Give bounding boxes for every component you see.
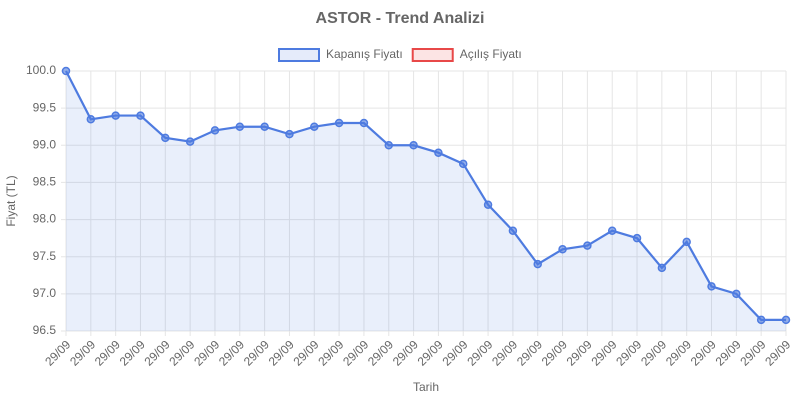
y-tick-label: 97.0 <box>33 286 57 300</box>
point <box>384 141 394 150</box>
point <box>732 289 741 299</box>
point <box>210 126 220 135</box>
y-tick-label: 100.0 <box>26 63 56 77</box>
point <box>558 245 567 254</box>
x-tick-label: 29/09 <box>489 337 520 368</box>
point <box>458 159 468 169</box>
point <box>756 315 766 325</box>
y-tick-label: 97.5 <box>33 249 57 263</box>
point <box>185 137 195 146</box>
point <box>409 141 418 150</box>
x-tick-label: 29/09 <box>588 337 619 368</box>
x-tick-label: 29/09 <box>514 337 545 368</box>
legend-label: Kapanış Fiyatı <box>326 47 403 61</box>
x-tick-label: 29/09 <box>613 337 644 368</box>
x-tick-label: 29/09 <box>539 337 570 368</box>
point <box>533 259 542 269</box>
y-tick-label: 98.5 <box>33 175 57 189</box>
x-tick-label: 29/09 <box>415 337 446 368</box>
chart-title: ASTOR - Trend Analizi <box>316 10 485 27</box>
x-tick-label: 29/09 <box>688 337 719 368</box>
x-tick-label: 29/09 <box>464 337 495 368</box>
x-tick-label: 29/09 <box>216 337 247 368</box>
point <box>136 111 145 120</box>
x-tick-label: 29/09 <box>142 337 173 368</box>
point <box>260 122 269 131</box>
point <box>334 118 344 128</box>
point <box>434 148 443 157</box>
x-tick-label: 29/09 <box>390 337 421 368</box>
x-tick-label: 29/09 <box>737 337 768 368</box>
legend-swatch <box>411 48 454 62</box>
area <box>66 71 786 331</box>
x-tick-label: 29/09 <box>92 337 123 368</box>
x-tick-label: 29/09 <box>241 337 272 368</box>
x-tick-label: 29/09 <box>315 337 346 368</box>
point <box>61 66 71 76</box>
point <box>359 118 369 128</box>
y-axis-label: Fiyat (TL) <box>4 175 18 226</box>
point <box>111 111 120 120</box>
point <box>607 226 617 235</box>
x-axis-label: Tarih <box>413 380 439 394</box>
x-tick-label: 29/09 <box>638 337 669 368</box>
point <box>657 263 667 273</box>
x-tick-label: 29/09 <box>564 337 595 368</box>
x-tick-label: 29/09 <box>340 337 371 368</box>
point <box>483 200 493 209</box>
y-tick-label: 99.5 <box>33 100 57 114</box>
y-tick-label: 98.0 <box>33 212 57 226</box>
x-tick-label: 29/09 <box>713 337 744 368</box>
legend-swatch <box>278 48 320 62</box>
legend-label: Açılış Fiyatı <box>460 47 522 61</box>
point <box>682 237 691 247</box>
point <box>86 115 96 124</box>
x-tick-label: 29/09 <box>266 337 297 368</box>
x-tick-label: 29/09 <box>67 337 98 368</box>
point <box>310 122 319 131</box>
point <box>508 226 518 235</box>
point <box>235 122 245 131</box>
point <box>583 241 592 250</box>
x-tick-label: 29/09 <box>762 337 793 368</box>
x-tick-label: 29/09 <box>663 337 694 368</box>
x-tick-label: 29/09 <box>365 337 396 368</box>
y-tick-label: 99.0 <box>33 137 57 151</box>
x-tick-label: 29/09 <box>42 337 73 368</box>
point <box>285 129 294 139</box>
point <box>632 233 642 243</box>
x-tick-label: 29/09 <box>117 337 148 368</box>
x-tick-label: 29/09 <box>166 337 197 368</box>
point <box>161 133 170 143</box>
x-tick-label: 29/09 <box>291 337 322 368</box>
y-tick-label: 96.5 <box>33 323 57 337</box>
x-tick-label: 29/09 <box>439 337 470 368</box>
x-tick-label: 29/09 <box>191 337 222 368</box>
point <box>781 315 791 325</box>
point <box>707 282 716 291</box>
